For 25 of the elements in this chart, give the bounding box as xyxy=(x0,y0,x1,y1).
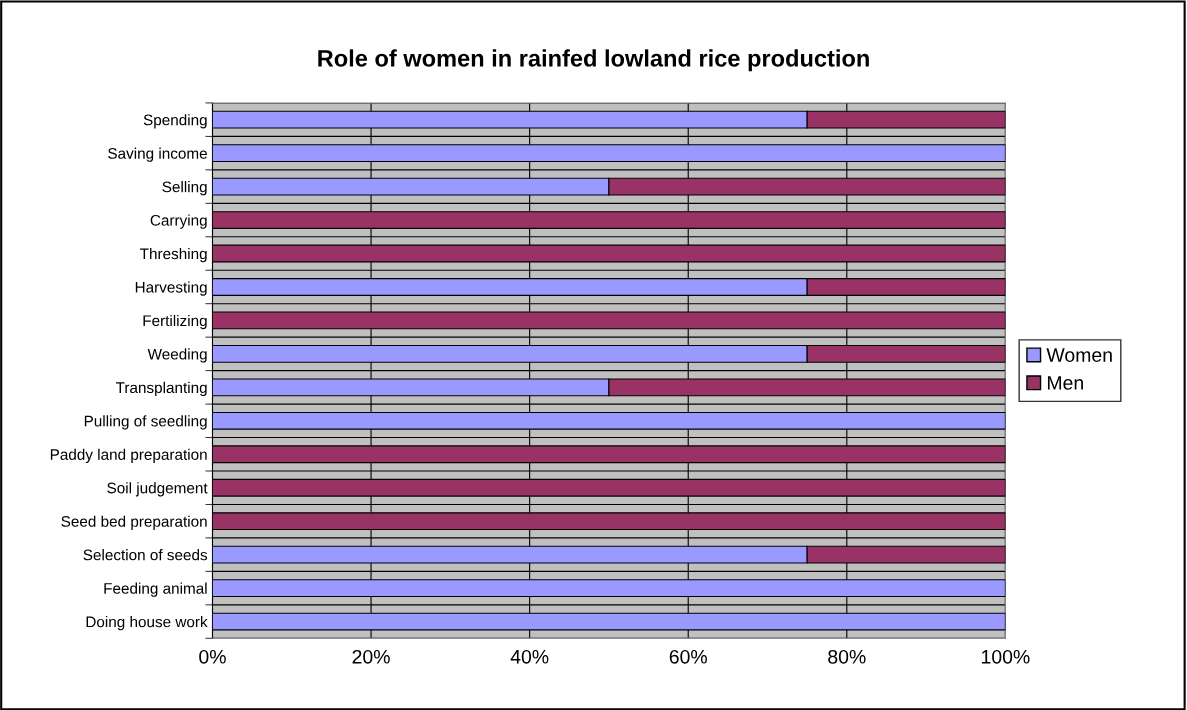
y-tick-label: Seed bed preparation xyxy=(61,515,207,530)
x-tick-label: 20% xyxy=(352,649,390,664)
legend-label: Women xyxy=(1046,348,1112,362)
y-tick-label: Soil judgement xyxy=(107,482,208,497)
y-tick-label: Saving income xyxy=(108,147,207,162)
y-tick-label: Harvesting xyxy=(135,281,207,296)
y-tick-label: Spending xyxy=(143,114,207,129)
y-tick-label: Transplanting xyxy=(115,381,207,397)
chart-title: Role of women in rainfed lowland rice production xyxy=(318,49,869,72)
y-tick-label: Weeding xyxy=(147,348,207,363)
y-tick-label: Fertilizing xyxy=(143,314,207,330)
y-tick-label: Paddy land preparation xyxy=(50,448,207,463)
legend-label: Men xyxy=(1047,376,1083,390)
y-tick-label: Carrying xyxy=(150,214,207,229)
x-tick-label: 60% xyxy=(669,649,707,664)
x-tick-label: 40% xyxy=(510,649,549,664)
y-tick-label: Selling xyxy=(162,181,207,196)
x-tick-label: 80% xyxy=(828,649,866,664)
y-tick-label: Feeding animal xyxy=(104,582,207,597)
y-tick-label: Threshing xyxy=(140,247,207,263)
y-tick-label: Doing house work xyxy=(86,616,208,631)
y-tick-label: Selection of seeds xyxy=(83,549,208,561)
x-tick-label: 100% xyxy=(982,649,1030,664)
y-tick-label: Pulling of seedling xyxy=(84,415,207,430)
x-tick-label: 0% xyxy=(199,649,226,664)
